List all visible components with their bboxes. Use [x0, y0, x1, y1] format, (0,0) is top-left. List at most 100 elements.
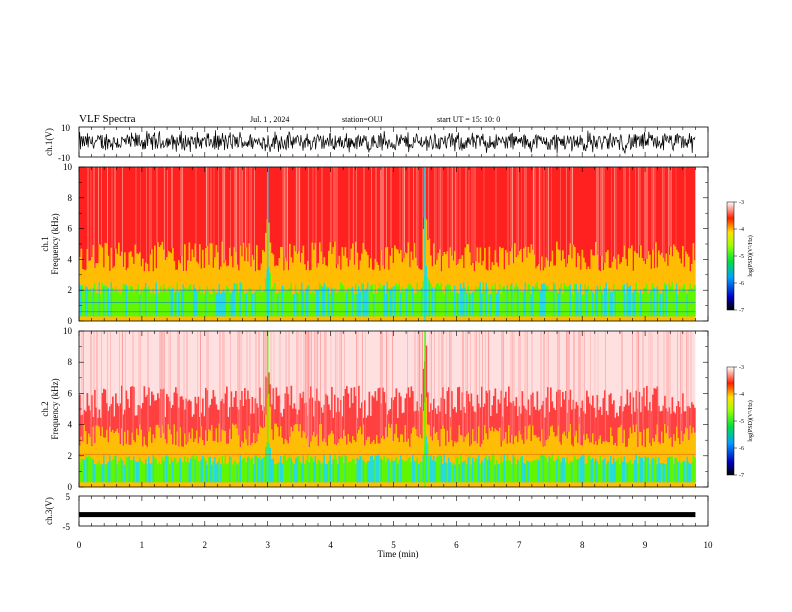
ch2-spec-yticks: 0 2 4 6 8 10 [63, 326, 708, 492]
spec-column [310, 386, 312, 487]
spec-column [437, 282, 440, 317]
spec-column [379, 283, 381, 317]
spec-column [346, 291, 348, 317]
spec-column [518, 291, 521, 317]
spec-column [92, 287, 95, 317]
spec-column [326, 463, 329, 483]
spec-column [598, 439, 600, 487]
spec-column [247, 390, 249, 487]
spec-column [637, 291, 639, 317]
ch1-spec-ylabel-line1: ch.1 [40, 236, 50, 251]
spec-column [413, 460, 416, 483]
spec-column [364, 249, 366, 321]
y-tick-label: 8 [68, 357, 73, 367]
ch1-spectrogram-image [79, 167, 708, 321]
spec-column [158, 461, 161, 483]
spec-column [112, 287, 114, 317]
spec-column [673, 434, 675, 487]
spec-column [341, 454, 344, 483]
x-axis-ticks [78, 127, 709, 526]
spec-column [637, 253, 639, 321]
spec-column [652, 457, 654, 483]
spec-column [230, 457, 233, 483]
ch1-wave-tick-bottom: -10 [58, 153, 70, 163]
spec-column [101, 464, 104, 483]
spec-column [680, 291, 683, 317]
spec-column [244, 457, 246, 483]
spec-column [592, 292, 594, 317]
spec-column [634, 459, 636, 483]
spec-column [619, 464, 621, 483]
spec-column [395, 423, 398, 487]
spec-column [271, 459, 273, 483]
spec-column [385, 293, 387, 317]
colorbar-tick-label: -3 [739, 365, 744, 371]
spec-column [223, 463, 225, 483]
spec-column [262, 292, 264, 317]
spec-column [406, 460, 408, 483]
spec-column [518, 430, 521, 487]
spec-column [148, 286, 150, 317]
spec-column [662, 463, 665, 483]
spec-column [523, 290, 525, 317]
spec-column [334, 394, 336, 487]
spec-column [229, 292, 231, 317]
spec-column [521, 262, 524, 321]
spec-column [649, 291, 651, 317]
spec-column [449, 247, 452, 321]
spec-column [200, 459, 203, 483]
spec-column [569, 423, 572, 487]
spec-column [91, 256, 93, 321]
spec-column [602, 294, 605, 317]
spec-column [422, 455, 425, 483]
spec-column [671, 282, 674, 317]
spec-column [379, 387, 381, 487]
spec-column [457, 263, 459, 321]
spec-column [362, 460, 365, 483]
spec-column [466, 434, 468, 487]
spec-column [347, 433, 350, 487]
spec-column [355, 395, 357, 487]
spec-column [188, 462, 191, 483]
spec-column [392, 460, 395, 483]
spec-column [584, 439, 587, 487]
spec-column [242, 458, 245, 483]
spec-column [112, 459, 114, 483]
spec-column [572, 460, 575, 483]
x-tick-label: 4 [328, 540, 333, 550]
spec-column [484, 425, 486, 487]
spec-column [163, 460, 165, 483]
spec-column [623, 245, 626, 321]
spec-column [643, 287, 645, 317]
spec-column [601, 255, 603, 321]
spec-column [398, 392, 401, 487]
station-label: station=OUJ [342, 115, 383, 124]
spec-column [598, 463, 600, 483]
spec-column [431, 287, 434, 317]
spec-column [641, 396, 644, 487]
spec-column [287, 457, 290, 483]
spec-column [653, 459, 656, 483]
spec-column [130, 460, 132, 483]
spec-column [481, 386, 483, 487]
spec-column [263, 251, 266, 321]
spec-column [331, 464, 333, 483]
spec-column [335, 459, 338, 483]
spec-column [206, 464, 209, 483]
spec-column [457, 292, 459, 317]
spec-column [430, 283, 432, 317]
x-tick-label: 5 [391, 540, 396, 550]
spec-column [332, 290, 335, 317]
spec-column [287, 394, 290, 487]
spec-column [656, 424, 659, 487]
x-tick-label: 6 [454, 540, 459, 550]
spec-column [320, 285, 323, 317]
spec-column [97, 463, 99, 483]
spec-column [203, 457, 206, 483]
spec-column [422, 228, 425, 321]
spec-column [149, 463, 152, 483]
spec-column [394, 460, 396, 483]
spec-column [362, 284, 365, 317]
spec-column [356, 457, 359, 483]
